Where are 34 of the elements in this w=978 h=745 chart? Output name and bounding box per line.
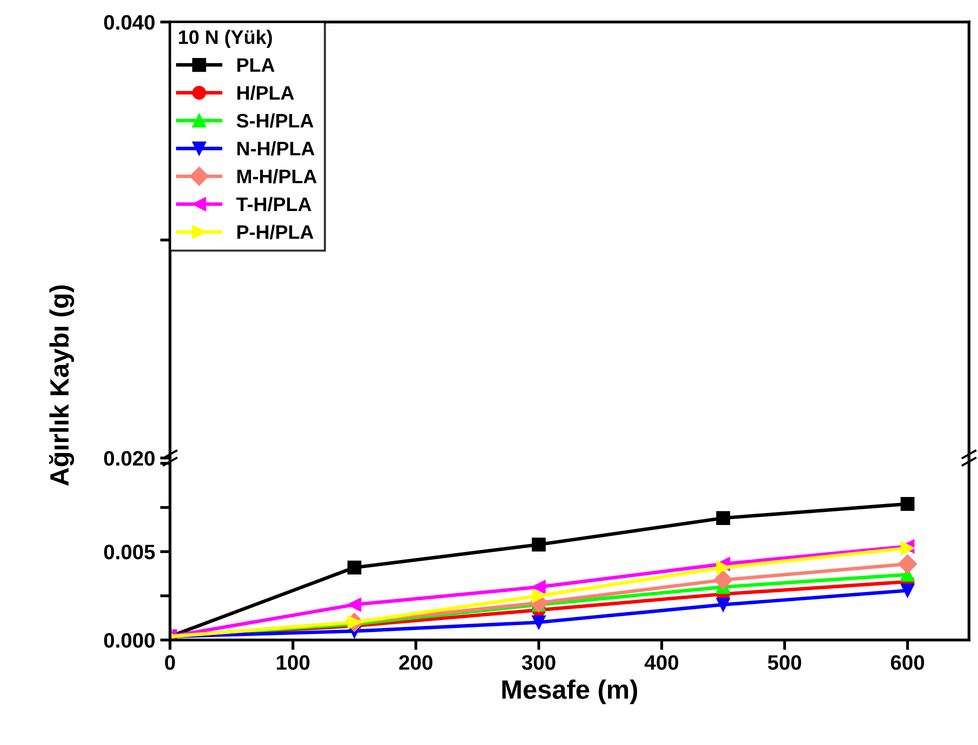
- x-tick-label: 100: [276, 655, 310, 670]
- point: [532, 588, 546, 603]
- point: [898, 554, 918, 574]
- point: [532, 538, 546, 552]
- point: [714, 570, 733, 590]
- point: [716, 598, 730, 612]
- x-tick-label: 300: [522, 655, 556, 670]
- x-tick-label: 500: [768, 655, 802, 670]
- point: [347, 598, 362, 612]
- point: [716, 560, 730, 574]
- point: [900, 584, 914, 598]
- x-tick-label: 200: [399, 655, 432, 670]
- y-tick-label: 0.005: [104, 544, 155, 560]
- legend-label: T-H/PLA: [236, 196, 312, 212]
- x-tick-label: 400: [644, 655, 678, 670]
- legend-label: S-H/PLA: [236, 113, 314, 128]
- legend-label: PLA: [237, 58, 274, 72]
- point: [900, 496, 914, 511]
- legend-title: 10 N (Yük): [179, 30, 272, 48]
- y-axis-title: Ağırlık Kaybı (g): [49, 285, 74, 486]
- x-tick-label: 600: [890, 655, 924, 670]
- y-tick-label: 0.000: [104, 633, 155, 648]
- legend-label: H/PLA: [237, 85, 294, 100]
- x-tick-label: 0: [165, 655, 175, 670]
- legend-label: P-H/PLA: [237, 224, 314, 240]
- y-tick-label: 0.040: [104, 15, 155, 30]
- x-axis-title: Mesafe (m): [502, 680, 638, 704]
- y-tick-label: 0.020: [104, 451, 155, 466]
- legend-label: M-H/PLA: [237, 169, 317, 184]
- point: [532, 580, 546, 594]
- legend-label: N-H/PLA: [237, 141, 314, 156]
- point: [347, 560, 362, 574]
- point: [532, 615, 546, 630]
- point: [716, 511, 730, 526]
